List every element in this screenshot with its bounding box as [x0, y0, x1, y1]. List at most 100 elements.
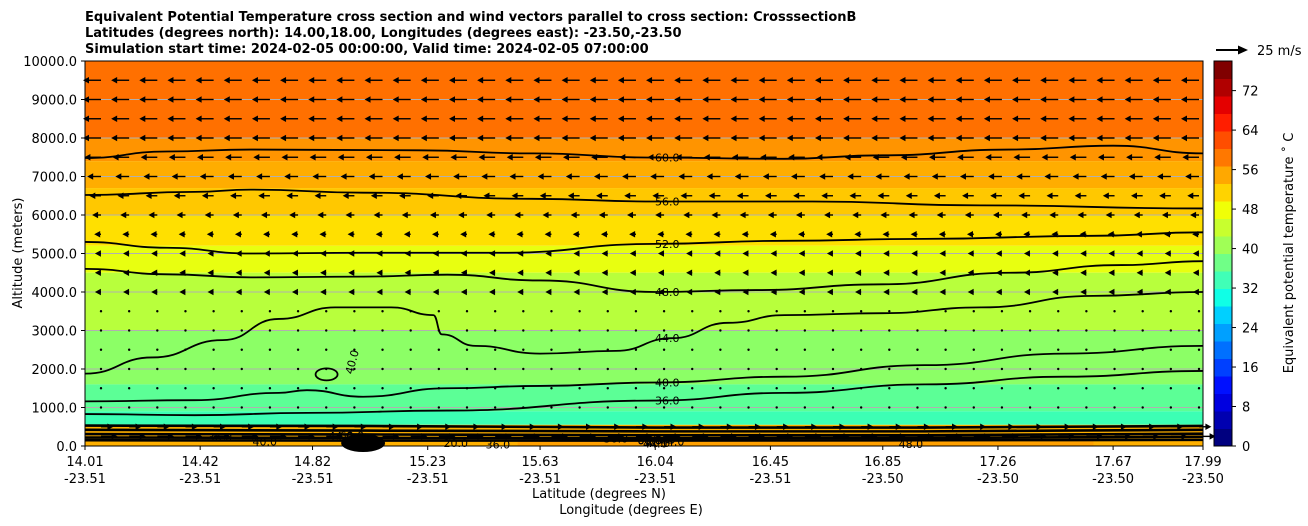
- wind-vector: [916, 348, 919, 351]
- wind-vector: [184, 310, 187, 313]
- wind-vector-head: [1016, 173, 1023, 180]
- wind-vector-head: [429, 211, 436, 219]
- wind-vector-head: [392, 96, 399, 103]
- wind-vector-head: [511, 192, 518, 199]
- colorbar-segment-13: [1214, 201, 1232, 219]
- wind-vector: [465, 387, 469, 390]
- wind-vector-head: [826, 250, 833, 257]
- wind-vector-head: [195, 134, 202, 142]
- wind-vector: [325, 310, 328, 313]
- wind-vector-head: [561, 96, 568, 103]
- wind-vector: [409, 348, 412, 351]
- wind-vector-head: [1192, 269, 1199, 276]
- wind-vector-head: [420, 96, 427, 103]
- wind-vector-head: [824, 211, 831, 219]
- wind-vector-head: [1064, 423, 1071, 430]
- wind-vector: [465, 329, 469, 332]
- wind-vector: [803, 310, 807, 313]
- wind-vector-head: [529, 423, 536, 430]
- wind-vector: [296, 367, 300, 371]
- wind-vector-head: [533, 77, 540, 84]
- wind-vector-head: [1135, 231, 1142, 238]
- wind-vector: [127, 329, 131, 332]
- wind-vector-head: [195, 96, 202, 103]
- wind-vector-head: [1161, 211, 1168, 219]
- wind-vector-head: [308, 134, 315, 142]
- wind-vector: [691, 387, 694, 390]
- wind-vector-head: [1159, 192, 1166, 199]
- color-band-1: [85, 138, 1203, 162]
- wind-vector-head: [320, 288, 327, 296]
- colorbar: 0 8 16 24 32 40 48 56 64 72: [1213, 60, 1259, 455]
- wind-vector: [99, 348, 103, 351]
- wind-vector: [747, 367, 750, 371]
- wind-vector-head: [1051, 231, 1058, 238]
- wind-vector-head: [364, 77, 371, 84]
- wind-vector-head: [899, 433, 906, 440]
- wind-vector: [522, 406, 525, 409]
- wind-vector-head: [1012, 115, 1019, 122]
- wind-vector: [1057, 406, 1060, 409]
- surface-warm-patch: [517, 441, 1094, 446]
- contour-line-2: [84, 231, 1204, 255]
- wind-vector-head: [983, 115, 990, 122]
- wind-vector-head: [708, 192, 715, 199]
- wind-vector: [1085, 329, 1088, 332]
- wind-vector-head: [561, 77, 568, 84]
- wind-vector: [493, 329, 497, 332]
- contour-label-6: 36.0: [655, 395, 680, 408]
- wind-vector: [353, 348, 356, 351]
- wind-vector-head: [120, 211, 127, 219]
- wind-vector-head: [393, 433, 400, 440]
- wind-vector: [719, 310, 722, 313]
- inline-label-0: 36.0: [208, 431, 233, 444]
- wind-vector-head: [421, 433, 428, 440]
- wind-vector: [240, 367, 243, 371]
- wind-vector: [240, 387, 243, 390]
- wind-vector-head: [931, 173, 938, 180]
- wind-vector: [409, 329, 412, 332]
- wind-vector: [296, 310, 300, 313]
- wind-vector: [127, 310, 131, 313]
- wind-vector-head: [1108, 269, 1115, 276]
- wind-vector: [606, 310, 609, 313]
- wind-vector: [888, 310, 891, 313]
- wind-vector-head: [622, 173, 629, 180]
- wind-vector-head: [875, 173, 882, 180]
- wind-vector-head: [880, 211, 887, 219]
- wind-vector-head: [983, 134, 990, 142]
- wind-vector-head: [657, 250, 664, 257]
- wind-vector-head: [601, 288, 608, 296]
- wind-vector: [859, 310, 863, 313]
- wind-vector: [1197, 387, 1201, 390]
- wind-vector: [691, 406, 694, 409]
- wind-vector: [353, 367, 356, 371]
- wind-vector: [1028, 348, 1032, 351]
- wind-vector-head: [702, 77, 709, 84]
- wind-vector: [1169, 367, 1173, 371]
- colorbar-tick-label-5: 40: [1242, 243, 1259, 258]
- wind-vector-head: [927, 96, 934, 103]
- colorbar-segment-16: [1214, 148, 1232, 167]
- wind-vector-head: [1130, 192, 1137, 199]
- inline-label-13: 36.0: [604, 432, 629, 445]
- wind-vector: [409, 387, 412, 390]
- wind-vector-head: [882, 231, 889, 238]
- wind-vector: [409, 310, 412, 313]
- wind-vector-head: [698, 423, 705, 430]
- wind-vector: [99, 387, 103, 390]
- wind-vector: [437, 367, 441, 371]
- wind-vector: [972, 329, 975, 332]
- colorbar-segment-4: [1214, 358, 1232, 377]
- wind-vector-head: [477, 77, 484, 84]
- wind-vector-head: [1097, 154, 1104, 161]
- colorbar-segment-5: [1214, 341, 1232, 359]
- wind-vector-head: [933, 192, 940, 199]
- wind-vector-head: [647, 154, 654, 161]
- wind-vector-head: [1125, 433, 1132, 440]
- color-band-8: [85, 384, 1203, 412]
- wind-vector-head: [533, 134, 540, 142]
- wind-vector-head: [1164, 250, 1171, 257]
- wind-vector-head: [204, 211, 211, 219]
- wind-vector-head: [220, 423, 227, 430]
